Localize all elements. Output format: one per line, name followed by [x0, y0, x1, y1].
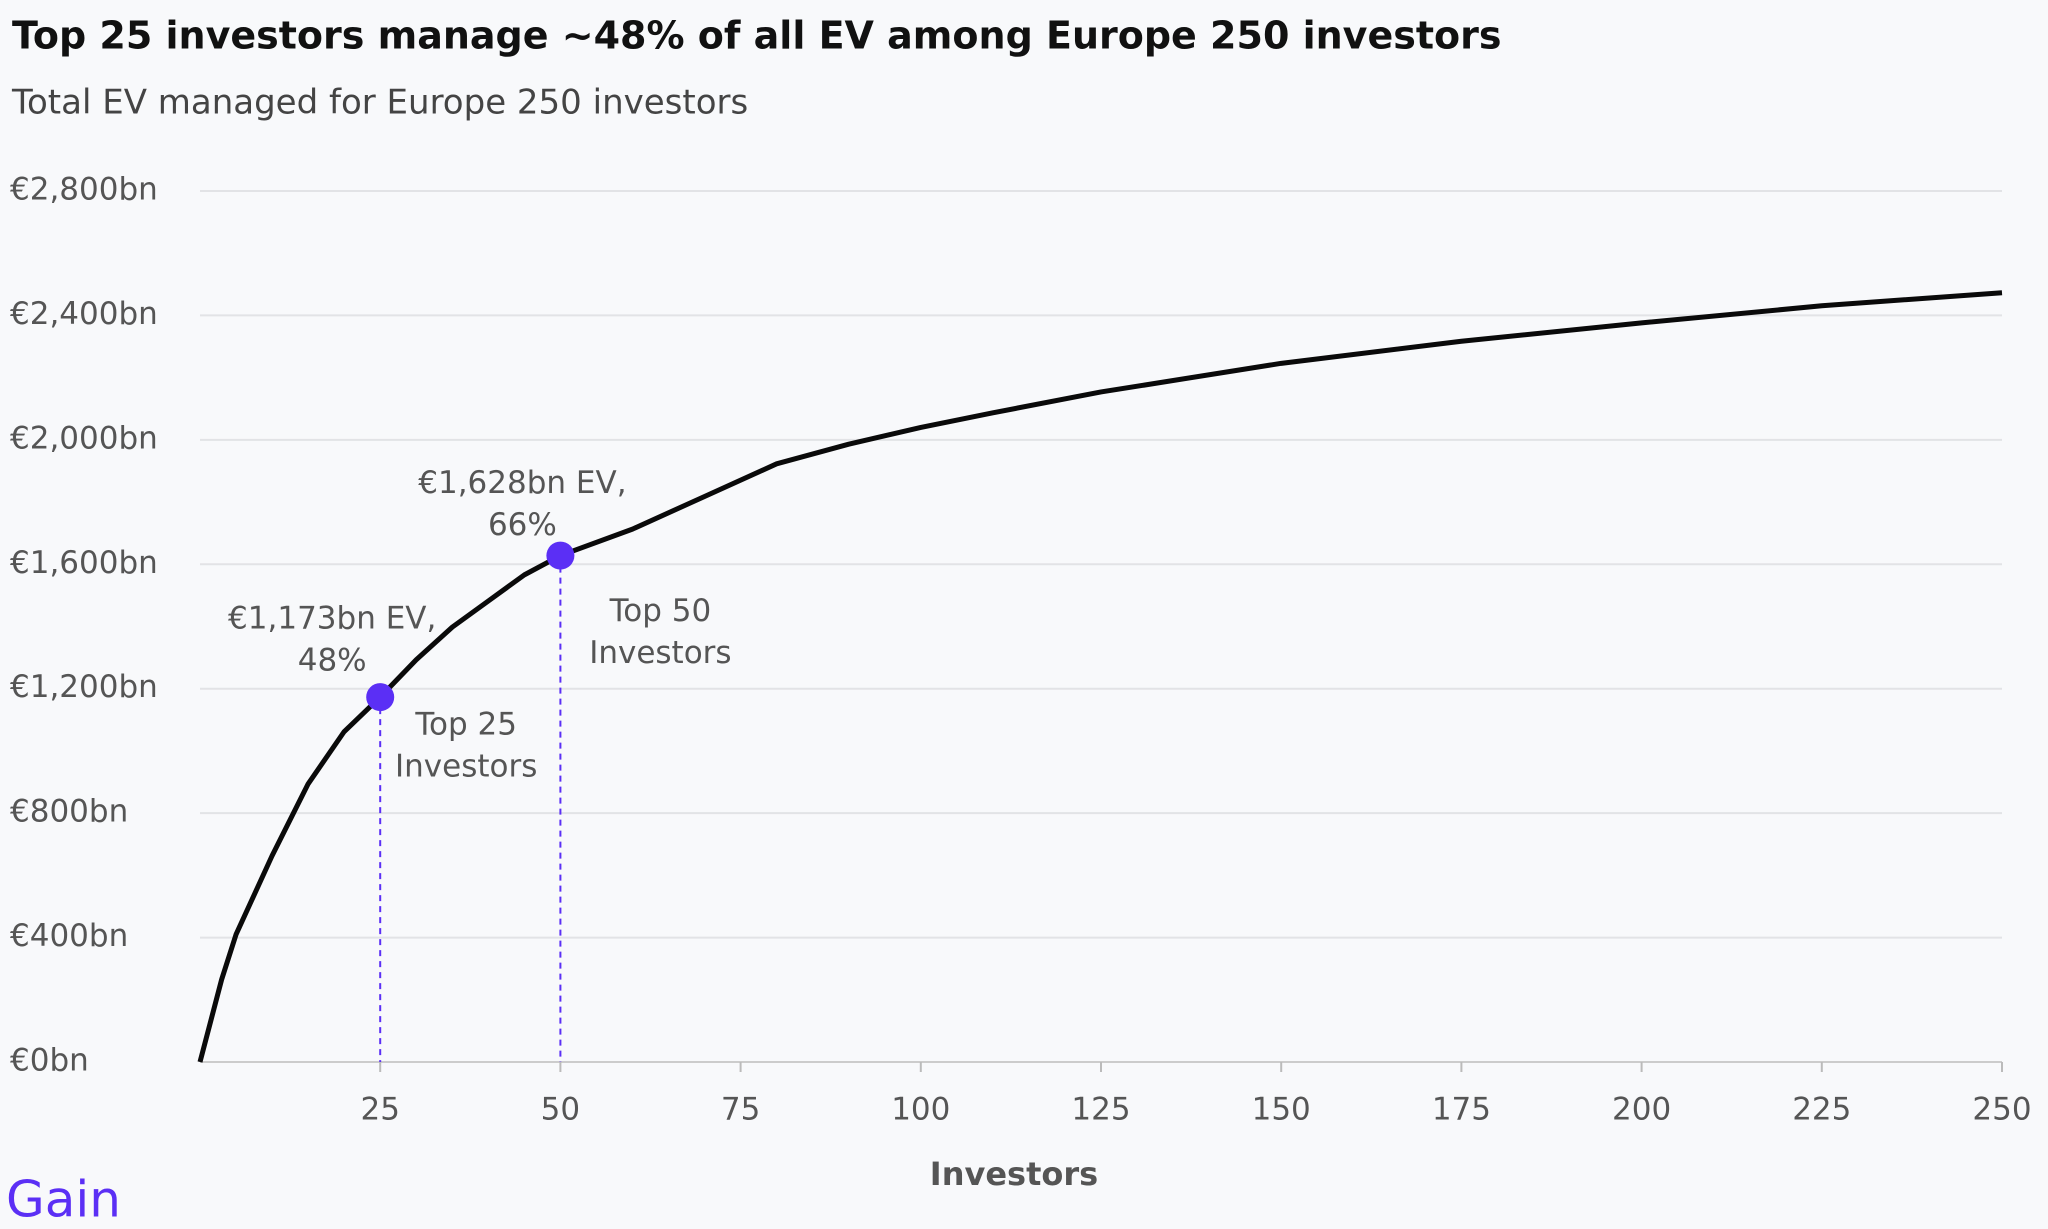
- y-tick-label: €1,600bn: [10, 545, 158, 581]
- annotation: €1,628bn EV,: [418, 465, 626, 501]
- annotation: €1,173bn EV,: [228, 601, 436, 637]
- y-tick-label: €2,000bn: [10, 420, 158, 456]
- y-tick-label: €1,200bn: [10, 669, 158, 705]
- x-tick-label: 125: [1071, 1092, 1130, 1128]
- annotation-note: Top 50: [609, 593, 712, 629]
- line: [197, 290, 2003, 1063]
- highlight-point: [546, 541, 575, 570]
- y-tick-label: €800bn: [10, 794, 128, 830]
- chart-subtitle: Total EV managed for Europe 250 investor…: [11, 83, 748, 123]
- x-axis-label: Investors: [930, 1155, 1098, 1193]
- annotation: 66%: [488, 507, 557, 543]
- x-tick-label: 100: [891, 1092, 950, 1128]
- annotation-note: Top 25: [414, 707, 517, 743]
- annotation-note: Investors: [589, 635, 731, 671]
- x-tick-label: 225: [1792, 1092, 1851, 1128]
- x-tick-label: 150: [1252, 1092, 1311, 1128]
- y-tick-label: €400bn: [10, 918, 128, 954]
- y-tick-label: €0bn: [10, 1043, 89, 1079]
- x-tick-label: 250: [1972, 1092, 2031, 1128]
- annotation: 48%: [298, 643, 367, 679]
- x-tick-label: 75: [721, 1092, 760, 1128]
- x-tick-label: 50: [541, 1092, 580, 1128]
- x-tick-label: 200: [1612, 1092, 1671, 1128]
- y-tick-label: €2,400bn: [10, 296, 158, 332]
- x-tick-label: 175: [1432, 1092, 1491, 1128]
- logo: Gain: [6, 1171, 121, 1229]
- chart-title: Top 25 investors manage ~48% of all EV a…: [12, 14, 1501, 58]
- x-tick-label: 25: [360, 1092, 399, 1128]
- highlight-point: [366, 683, 395, 712]
- annotation-note: Investors: [395, 749, 537, 785]
- y-tick-label: €2,800bn: [10, 172, 158, 208]
